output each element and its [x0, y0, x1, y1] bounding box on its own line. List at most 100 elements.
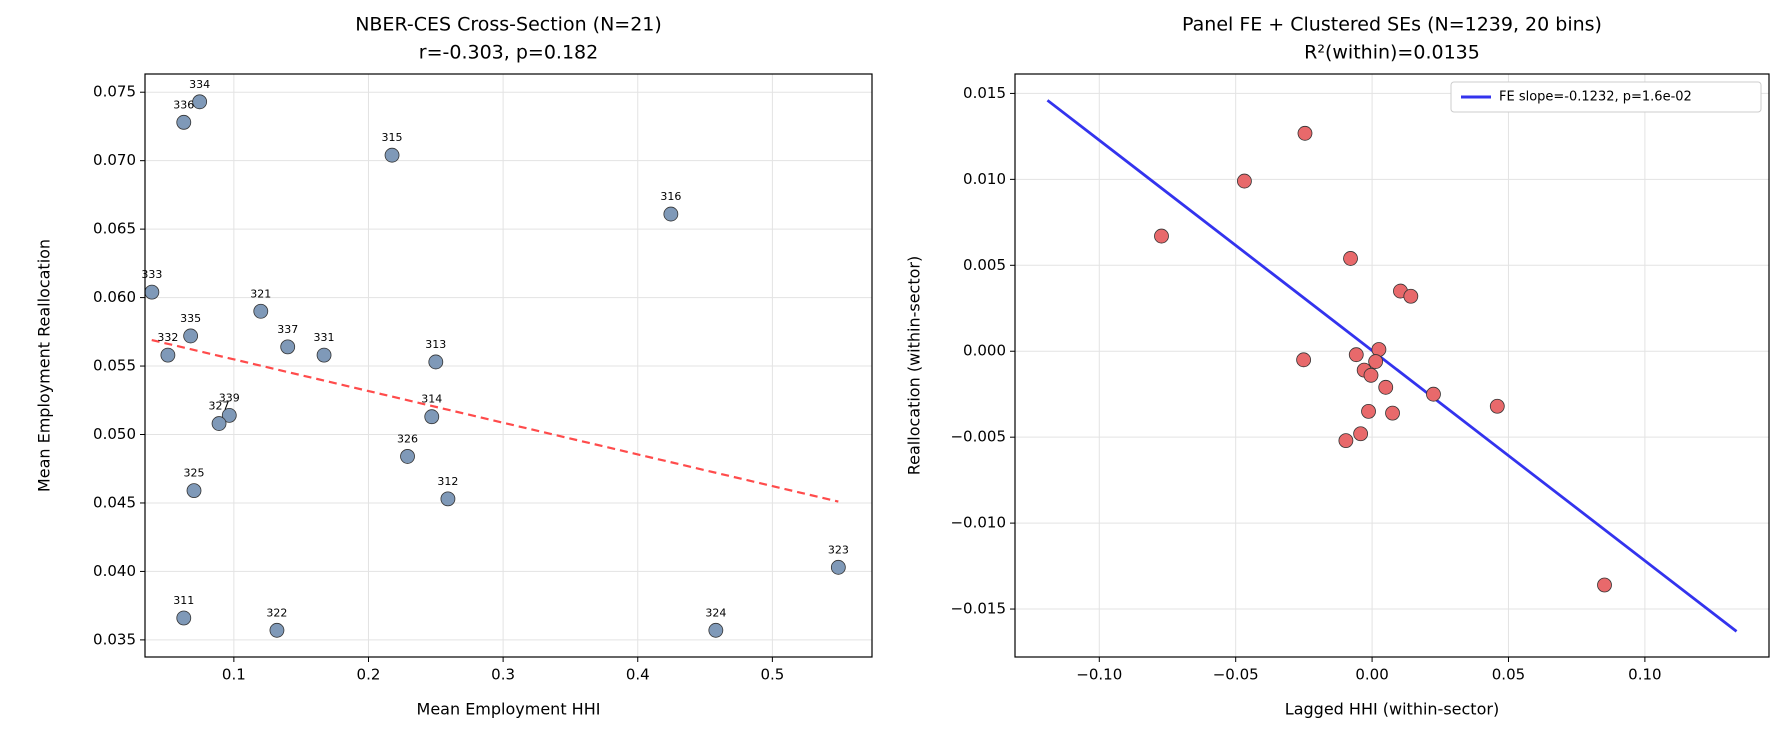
- point-label: 335: [180, 312, 201, 325]
- point: [1296, 352, 1312, 368]
- chart-subtitle: r=-0.303, p=0.182: [419, 42, 598, 64]
- x-axis-label: Mean Employment HHI: [417, 700, 601, 719]
- point-label: 315: [382, 131, 403, 144]
- x-tick-label: 0.2: [357, 666, 381, 684]
- y-tick-label: 0.065: [93, 220, 136, 238]
- point: [1297, 125, 1313, 141]
- axes-frame: [144, 73, 873, 658]
- y-tick-label: −0.010: [950, 514, 1006, 532]
- point: [400, 449, 415, 464]
- point: [316, 347, 332, 363]
- point: [708, 622, 724, 638]
- point: [176, 610, 192, 626]
- fit-line: [151, 338, 839, 503]
- point-label: 333: [141, 268, 162, 281]
- x-tick-label: −0.10: [1076, 666, 1122, 684]
- axes-frame: [1014, 73, 1770, 658]
- point: [183, 328, 199, 344]
- chart-subtitle: R²(within)=0.0135: [1304, 42, 1480, 64]
- x-axis-label: Lagged HHI (within-sector): [1285, 700, 1499, 719]
- x-tick-label: 0.10: [1628, 666, 1661, 684]
- y-tick-label: 0.045: [93, 493, 136, 511]
- point: [176, 114, 192, 130]
- point: [192, 94, 208, 110]
- y-tick-label: 0.060: [93, 288, 136, 306]
- point: [1343, 251, 1358, 266]
- x-tick-label: 0.00: [1355, 666, 1388, 684]
- point: [440, 491, 456, 507]
- point: [424, 409, 440, 425]
- legend-box: [1450, 81, 1762, 113]
- point-label: 323: [828, 543, 849, 556]
- y-tick-label: 0.010: [963, 170, 1006, 188]
- x-tick-label: 0.3: [491, 666, 515, 684]
- legend-label: FE slope=-0.1232, p=1.6e-02: [1499, 90, 1692, 105]
- point: [160, 347, 176, 363]
- point: [1385, 405, 1400, 421]
- point-label: 324: [705, 606, 726, 619]
- point: [1378, 379, 1394, 395]
- point: [428, 354, 444, 370]
- chart-title: Panel FE + Clustered SEs (N=1239, 20 bin…: [1182, 14, 1602, 36]
- point: [1154, 228, 1169, 244]
- point-label: 311: [173, 594, 194, 607]
- point: [269, 622, 285, 638]
- point: [1597, 577, 1612, 593]
- y-tick-label: 0.035: [93, 630, 136, 648]
- point: [1489, 398, 1505, 414]
- x-tick-label: −0.05: [1213, 666, 1259, 684]
- point-label: 322: [266, 606, 287, 619]
- chart-title: NBER-CES Cross-Section (N=21): [355, 14, 662, 36]
- x-tick-label: 0.4: [626, 666, 650, 684]
- point: [1363, 367, 1379, 383]
- x-tick-label: 0.1: [222, 666, 246, 684]
- point: [1237, 173, 1252, 189]
- fit-line: [1046, 99, 1738, 633]
- point-label: 337: [277, 323, 298, 336]
- point-label: 339: [219, 391, 240, 404]
- point-label: 312: [437, 475, 458, 488]
- y-tick-label: 0.005: [963, 256, 1006, 274]
- point: [280, 339, 296, 355]
- point-label: 325: [184, 467, 205, 480]
- point: [144, 284, 160, 300]
- point: [830, 559, 846, 575]
- point: [221, 407, 237, 423]
- y-tick-label: 0.015: [963, 84, 1006, 102]
- point-label: 327: [209, 400, 230, 413]
- point-label: 336: [173, 98, 194, 111]
- point: [186, 483, 202, 499]
- point-label: 331: [314, 331, 335, 344]
- y-tick-label: 0.040: [93, 562, 136, 580]
- point: [1353, 426, 1369, 442]
- point-label: 334: [189, 78, 210, 91]
- point: [1368, 354, 1384, 369]
- y-tick-label: 0.050: [93, 425, 136, 443]
- point: [211, 416, 227, 431]
- y-tick-label: 0.070: [93, 151, 136, 169]
- point: [1338, 433, 1354, 449]
- y-tick-label: −0.015: [950, 600, 1006, 618]
- point: [1403, 288, 1419, 304]
- y-axis-label: Reallocation (within-sector): [905, 256, 924, 475]
- point: [1361, 403, 1376, 419]
- point-label: 316: [660, 190, 681, 203]
- y-tick-label: 0.075: [93, 83, 136, 101]
- y-tick-label: −0.005: [950, 428, 1006, 446]
- point-label: 326: [397, 432, 418, 445]
- point-label: 332: [157, 331, 178, 344]
- x-tick-label: 0.05: [1492, 666, 1525, 684]
- point: [663, 206, 679, 222]
- point-label: 314: [421, 393, 442, 406]
- y-tick-label: 0.000: [963, 342, 1006, 360]
- point: [1348, 347, 1364, 363]
- x-tick-label: 0.5: [760, 666, 784, 684]
- point-label: 313: [425, 338, 446, 351]
- point: [253, 303, 269, 319]
- point-label: 321: [250, 287, 271, 300]
- point: [1426, 386, 1441, 402]
- point: [384, 147, 400, 163]
- y-tick-label: 0.055: [93, 357, 136, 375]
